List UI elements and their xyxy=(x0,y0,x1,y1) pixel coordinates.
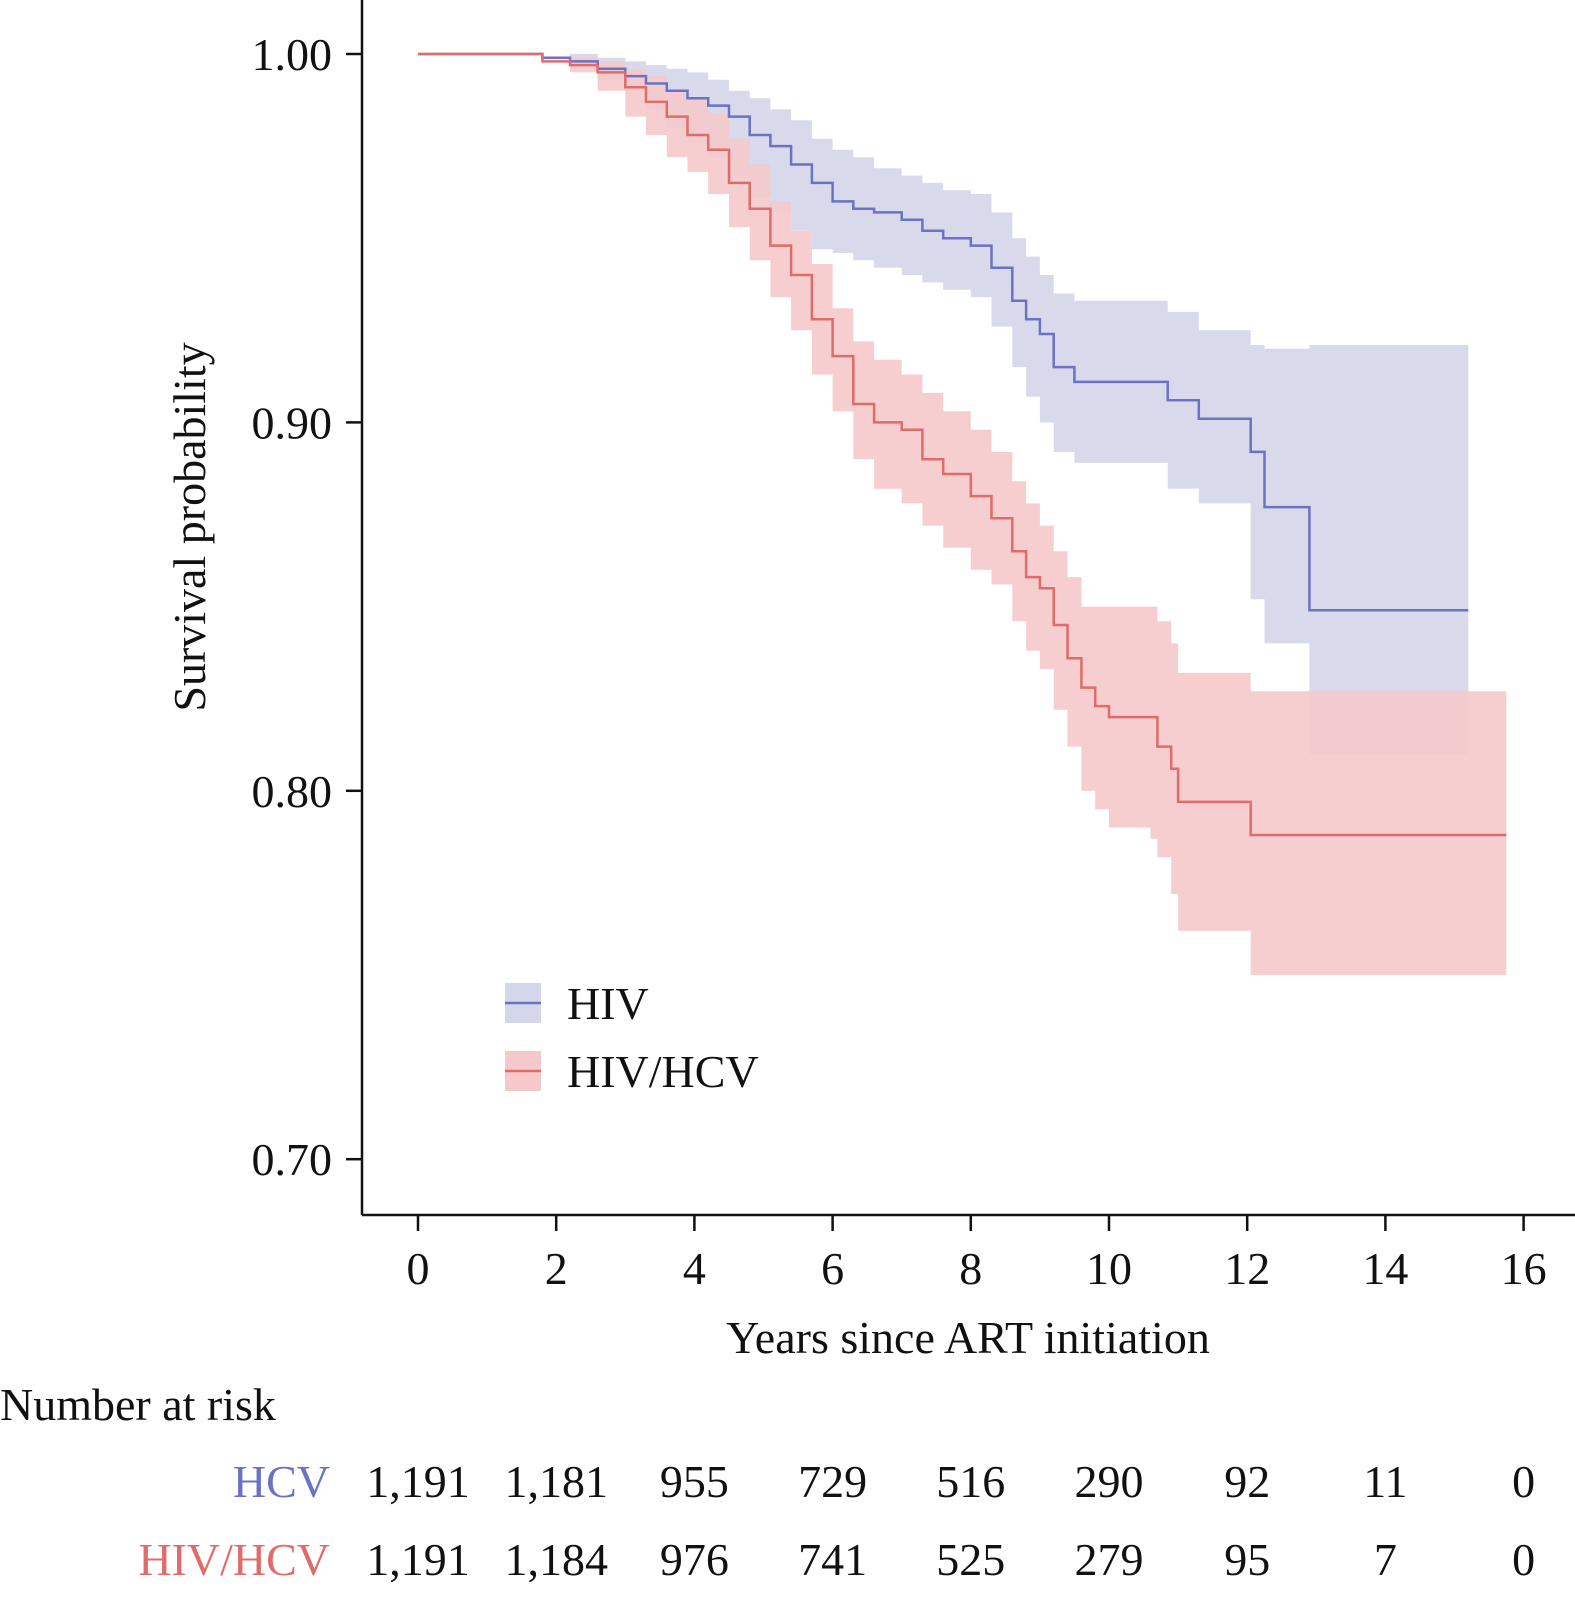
x-tick-label: 14 xyxy=(1362,1243,1408,1294)
risk-value: 1,181 xyxy=(504,1456,608,1507)
y-tick-label: 1.00 xyxy=(252,29,333,80)
axes xyxy=(360,0,1575,1217)
x-tick-label: 8 xyxy=(959,1243,982,1294)
y-tick-label: 0.80 xyxy=(252,766,333,817)
risk-value: 525 xyxy=(936,1534,1005,1585)
y-axis-title: Survival probability xyxy=(164,342,215,711)
legend: HIV HIV/HCV xyxy=(505,978,759,1097)
risk-value: 516 xyxy=(936,1456,1005,1507)
risk-value: 741 xyxy=(798,1534,867,1585)
risk-row-label-1: HIV/HCV xyxy=(138,1534,330,1585)
x-tick-label: 6 xyxy=(821,1243,844,1294)
confidence-bands xyxy=(418,54,1507,975)
risk-value: 92 xyxy=(1224,1456,1270,1507)
x-tick-label: 12 xyxy=(1224,1243,1270,1294)
x-tick-label: 4 xyxy=(683,1243,706,1294)
legend-label-1: HIV/HCV xyxy=(567,1046,759,1097)
y-tick-label: 0.70 xyxy=(252,1134,333,1185)
survival-curves xyxy=(418,52,1507,837)
risk-value: 1,191 xyxy=(366,1534,470,1585)
risk-value: 1,191 xyxy=(366,1456,470,1507)
x-ticks: 0 2 4 6 8 10 12 14 16 xyxy=(407,1215,1547,1294)
confidence-band-0 xyxy=(418,54,1469,754)
risk-value: 0 xyxy=(1512,1534,1535,1585)
risk-value: 11 xyxy=(1363,1456,1407,1507)
risk-table-title: Number at risk xyxy=(0,1379,276,1430)
x-tick-label: 0 xyxy=(407,1243,430,1294)
y-ticks: 0.70 0.80 0.90 1.00 xyxy=(252,29,362,1185)
survival-curve-0 xyxy=(418,52,1469,612)
risk-value: 729 xyxy=(798,1456,867,1507)
risk-table: Number at risk HCV 1,191 1,181 955 729 516 290… xyxy=(0,1379,1535,1585)
x-tick-label: 16 xyxy=(1501,1243,1547,1294)
x-axis-title: Years since ART initiation xyxy=(726,1312,1210,1363)
x-tick-label: 10 xyxy=(1086,1243,1132,1294)
risk-value: 1,184 xyxy=(504,1534,608,1585)
survival-curve-1 xyxy=(418,52,1507,837)
risk-value: 7 xyxy=(1374,1534,1397,1585)
risk-value: 279 xyxy=(1075,1534,1144,1585)
risk-value: 290 xyxy=(1075,1456,1144,1507)
risk-value: 95 xyxy=(1224,1534,1270,1585)
confidence-band-1 xyxy=(418,54,1507,975)
risk-value: 0 xyxy=(1512,1456,1535,1507)
risk-value: 976 xyxy=(660,1534,729,1585)
legend-label-0: HIV xyxy=(567,978,649,1029)
x-tick-label: 2 xyxy=(545,1243,568,1294)
risk-value: 955 xyxy=(660,1456,729,1507)
y-tick-label: 0.90 xyxy=(252,397,333,448)
risk-row-label-0: HCV xyxy=(233,1456,330,1507)
